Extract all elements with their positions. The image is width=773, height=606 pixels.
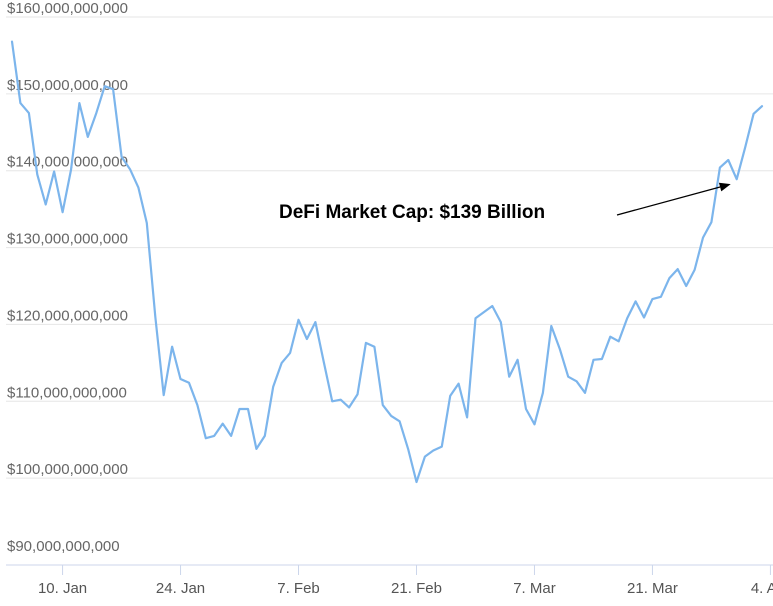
y-tick-label: $100,000,000,000 — [7, 461, 128, 478]
y-tick-label: $90,000,000,000 — [7, 538, 120, 555]
y-tick-label: $150,000,000,000 — [7, 77, 128, 94]
x-tick-label: 4. Apr — [751, 580, 773, 597]
series-line — [10, 40, 764, 484]
x-tick-label: 21. Feb — [391, 580, 442, 597]
annotation-arrowhead — [718, 182, 731, 192]
x-tick-label: 7. Feb — [277, 580, 320, 597]
y-tick-label: $120,000,000,000 — [7, 307, 128, 324]
y-tick-label: $130,000,000,000 — [7, 231, 128, 248]
x-tick-label: 21. Mar — [627, 580, 678, 597]
y-tick-label: $160,000,000,000 — [7, 0, 128, 17]
x-axis-ticks: 10. Jan 24. Jan 7. Feb 21. Feb 7. Mar 21. Mar… — [38, 565, 773, 597]
annotation-text: DeFi Market Cap: $139 Billion — [279, 202, 545, 223]
x-tick-label: 7. Mar — [513, 580, 556, 597]
annotation: DeFi Market Cap: $139 Billion — [279, 182, 731, 223]
y-tick-label: $140,000,000,000 — [7, 154, 128, 171]
y-tick-label: $110,000,000,000 — [7, 384, 127, 401]
y-axis-tick-labels: $160,000,000,000 $150,000,000,000 $140,000… — [7, 0, 128, 555]
annotation-arrow — [616, 186, 721, 216]
grid-lines — [6, 16, 773, 479]
x-tick-label: 24. Jan — [156, 580, 205, 597]
x-tick-label: 10. Jan — [38, 580, 87, 597]
